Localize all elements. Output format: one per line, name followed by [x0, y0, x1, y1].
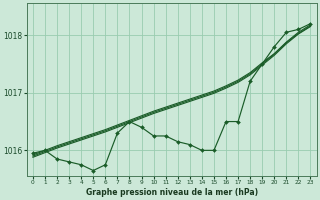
X-axis label: Graphe pression niveau de la mer (hPa): Graphe pression niveau de la mer (hPa) — [86, 188, 258, 197]
